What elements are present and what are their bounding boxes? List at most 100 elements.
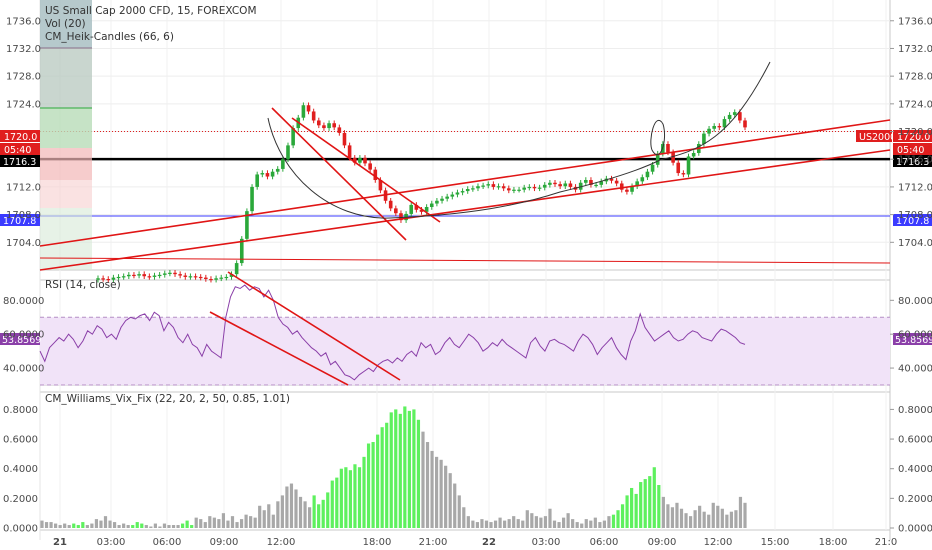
countdown-tag-right [893,143,932,155]
vix-bar [235,522,239,528]
vix-bar [40,520,44,528]
time-axis-label: 21:0 [875,537,897,548]
candle-body [224,276,229,279]
axes: 1736.0 1732.0 1728.0 1724.0 1720.0 1716.0 1712… [3,16,932,548]
candle-body [162,273,167,275]
vix-bar [693,510,697,528]
rsi-tick-label-left: 40.0000 [3,364,44,375]
price-tick-label: 1736.0 [898,16,932,27]
vix-bar [239,519,244,528]
rsi-tick-label-left: 80.0000 [3,296,44,307]
current-price-tag-left [0,130,40,142]
vix-bar [76,525,80,528]
rsi-tick-label: 60.0000 [898,330,932,341]
vix-bar [58,525,62,528]
vix-panel[interactable] [40,406,747,528]
vix-bar [516,519,520,528]
blue-level-tag-left [0,214,40,226]
vix-bar [620,504,625,528]
price-panel[interactable] [96,102,747,283]
candle-body [337,127,342,133]
candle-body [168,272,172,274]
candle-body [429,203,434,207]
vix-bar [344,467,348,528]
vix-bar [380,427,384,528]
candle-body [650,164,655,172]
vix-bar [557,522,561,528]
vix-bar [94,519,99,528]
candle-body [491,184,496,187]
candle-body [584,180,588,183]
countdown-tag-left [0,143,40,155]
candle-body [265,173,270,177]
vix-bar [176,525,180,528]
vix-bar [584,519,588,528]
vix-bar [512,516,516,528]
current-price-tag-right [893,130,932,142]
candle-body [342,132,347,146]
vix-bar [575,522,579,528]
vix-bar [221,513,226,528]
candle-body [352,157,357,163]
vix-bar [639,482,643,528]
candle-body [645,171,650,178]
vix-bar [702,511,706,528]
time-axis-label: 09:00 [210,537,239,548]
vix-bar [489,522,493,528]
candle-body [625,189,629,192]
candle-body [465,189,470,192]
time-axis-label: 22 [482,537,496,548]
vix-bar [230,516,235,528]
vix-bar [475,522,480,528]
vix-bar [725,514,729,528]
vix-bar [444,465,448,528]
vix-bar [72,523,76,528]
vix-bar [330,480,334,528]
vix-bar [720,508,724,528]
vix-bar [285,486,289,528]
candle-body [527,186,532,189]
vix-bar [162,523,167,528]
vix-bar [362,456,366,528]
candle-body [234,263,239,275]
price-tick-label: 1716.0 [898,155,932,166]
vix-bar [462,507,466,528]
vix-bar [675,502,679,528]
rsi-panel[interactable] [39,284,890,386]
candle-body [291,128,295,146]
candle-body [317,120,321,126]
candle-body [727,114,732,120]
vix-bar [249,516,253,528]
candle-body [368,163,372,170]
vix-title: CM_Williams_Vix_Fix (22, 20, 2, 50, 0.85… [45,393,290,405]
vix-bar [543,516,548,528]
candle-body [481,185,485,187]
candle-body [106,279,111,281]
candle-body [738,112,742,121]
candle-body [157,274,162,277]
vix-tick-label: 0.8000 [898,405,932,416]
vix-bar [503,520,507,528]
candle-body [435,200,439,204]
vix-bar [716,505,720,528]
vix-bar [412,409,416,528]
rsi-value-tag-right [893,333,932,345]
candle-body [245,211,249,239]
time-axis-label: 15:00 [761,537,790,548]
black-level-tag-right-text: 1716.3 [896,157,929,168]
trendline-drawings[interactable] [39,61,891,386]
candle-body [702,133,706,144]
candle-body [630,186,634,192]
vix-bar [616,510,620,528]
candle-body [311,111,316,121]
candle-body [214,278,218,280]
candle-body [322,125,326,129]
time-axis-label: 12:00 [267,537,296,548]
candle-body [563,183,568,187]
vix-bar [63,523,67,528]
black-level-tag-right [893,155,932,167]
candle-body [522,187,526,190]
time-axis-label: 21:00 [419,537,448,548]
price-tick-label: 1720.0 [898,127,932,138]
